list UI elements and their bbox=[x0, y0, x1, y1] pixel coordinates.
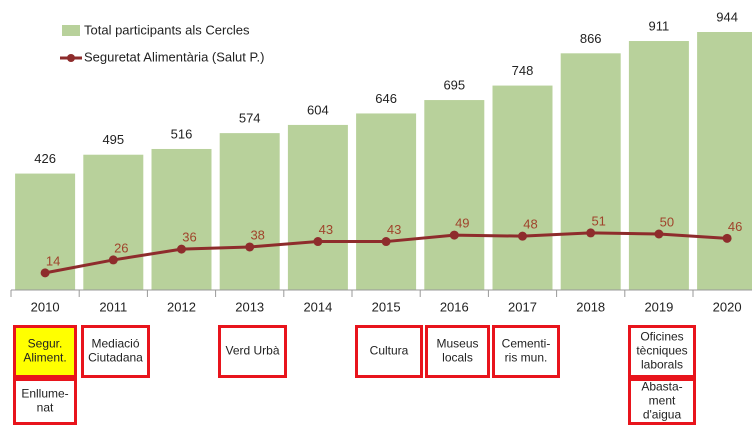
bar-value-label: 748 bbox=[512, 63, 534, 78]
annotation-text: Cementi- bbox=[502, 337, 551, 351]
annotation-text: nat bbox=[37, 401, 54, 415]
x-tick-label: 2019 bbox=[644, 299, 673, 314]
line-point bbox=[586, 228, 596, 238]
legend-label: Seguretat Alimentària (Salut P.) bbox=[84, 49, 264, 64]
line-point bbox=[177, 244, 186, 254]
bar bbox=[219, 133, 280, 290]
line-value-label: 38 bbox=[250, 227, 264, 242]
bar-value-label: 944 bbox=[716, 9, 738, 24]
bar-value-label: 604 bbox=[307, 102, 329, 117]
legend-label: Total participants als Cercles bbox=[84, 22, 250, 37]
annotation-text: Abasta- bbox=[641, 380, 682, 394]
line-value-label: 14 bbox=[46, 253, 60, 268]
annotation-text: Ciutadana bbox=[88, 351, 143, 365]
annotation-box bbox=[628, 325, 696, 378]
bar-value-label: 516 bbox=[171, 126, 193, 141]
annotation-box bbox=[81, 325, 150, 378]
bar bbox=[697, 32, 752, 290]
line-point bbox=[518, 231, 527, 241]
annotation-text: Museus bbox=[436, 337, 478, 351]
annotation-box bbox=[425, 325, 490, 378]
line-value-label: 43 bbox=[319, 222, 333, 237]
annotation-box bbox=[13, 325, 77, 378]
x-tick-label: 2018 bbox=[576, 299, 605, 314]
line-value-label: 43 bbox=[387, 222, 401, 237]
line-point bbox=[108, 255, 118, 265]
bar bbox=[356, 113, 417, 290]
line-point bbox=[40, 268, 50, 278]
line-value-label: 36 bbox=[182, 230, 196, 245]
annotation-text: Verd Urbà bbox=[225, 344, 279, 358]
annotation-text: Enllume- bbox=[21, 387, 68, 401]
annotation-text: locals bbox=[442, 351, 473, 365]
bar bbox=[83, 154, 144, 290]
x-tick-label: 2017 bbox=[508, 299, 537, 314]
line-value-label: 51 bbox=[591, 213, 605, 228]
bar-value-label: 866 bbox=[580, 31, 602, 46]
x-tick-label: 2011 bbox=[99, 299, 127, 314]
line-value-label: 26 bbox=[114, 240, 128, 255]
bar-value-label: 574 bbox=[239, 111, 261, 126]
annotation-text: d'aigua bbox=[643, 408, 682, 422]
line-point bbox=[654, 229, 664, 239]
bar bbox=[424, 100, 485, 290]
bar-value-label: 695 bbox=[443, 77, 465, 92]
annotation-box bbox=[218, 325, 287, 378]
annotation-text: Mediació bbox=[91, 337, 139, 351]
bar bbox=[151, 148, 212, 290]
bar bbox=[560, 53, 621, 290]
x-tick-label: 2012 bbox=[167, 299, 196, 314]
x-tick-label: 2015 bbox=[372, 299, 401, 314]
annotation-text: Cultura bbox=[370, 344, 409, 358]
annotation-box bbox=[355, 325, 423, 378]
annotation-box bbox=[628, 378, 696, 425]
line-point bbox=[381, 237, 391, 247]
annotation-text: laborals bbox=[641, 358, 683, 372]
legend-swatch-bars bbox=[62, 25, 80, 36]
bar-value-label: 426 bbox=[34, 151, 56, 166]
annotation-text: Aliment. bbox=[23, 351, 66, 365]
line-value-label: 48 bbox=[523, 217, 537, 232]
bar bbox=[628, 41, 689, 290]
line-point bbox=[449, 230, 459, 240]
annotation-text: Oficines bbox=[640, 330, 683, 344]
x-tick-label: 2016 bbox=[440, 299, 469, 314]
bar bbox=[492, 85, 553, 290]
line-point bbox=[313, 237, 323, 247]
x-tick-label: 2014 bbox=[303, 299, 332, 314]
bar bbox=[287, 124, 348, 290]
line-value-label: 50 bbox=[660, 214, 674, 229]
annotation-text: tècniques bbox=[636, 344, 687, 358]
bar-value-label: 646 bbox=[375, 91, 397, 106]
x-tick-label: 2013 bbox=[235, 299, 264, 314]
annotation-text: ris mun. bbox=[505, 351, 548, 365]
annotation-text: ment bbox=[649, 394, 676, 408]
bar-value-label: 495 bbox=[102, 132, 124, 147]
line-value-label: 46 bbox=[728, 219, 742, 234]
annotation-box bbox=[492, 325, 560, 378]
legend-swatch-dot bbox=[67, 54, 75, 62]
line-value-label: 49 bbox=[455, 216, 469, 231]
annotation-box bbox=[13, 378, 77, 425]
line-point bbox=[245, 242, 255, 252]
x-tick-label: 2020 bbox=[713, 299, 742, 314]
annotation-text: Segur. bbox=[28, 337, 63, 351]
x-tick-label: 2010 bbox=[31, 299, 60, 314]
bar-value-label: 911 bbox=[649, 18, 670, 33]
line-point bbox=[722, 233, 732, 243]
